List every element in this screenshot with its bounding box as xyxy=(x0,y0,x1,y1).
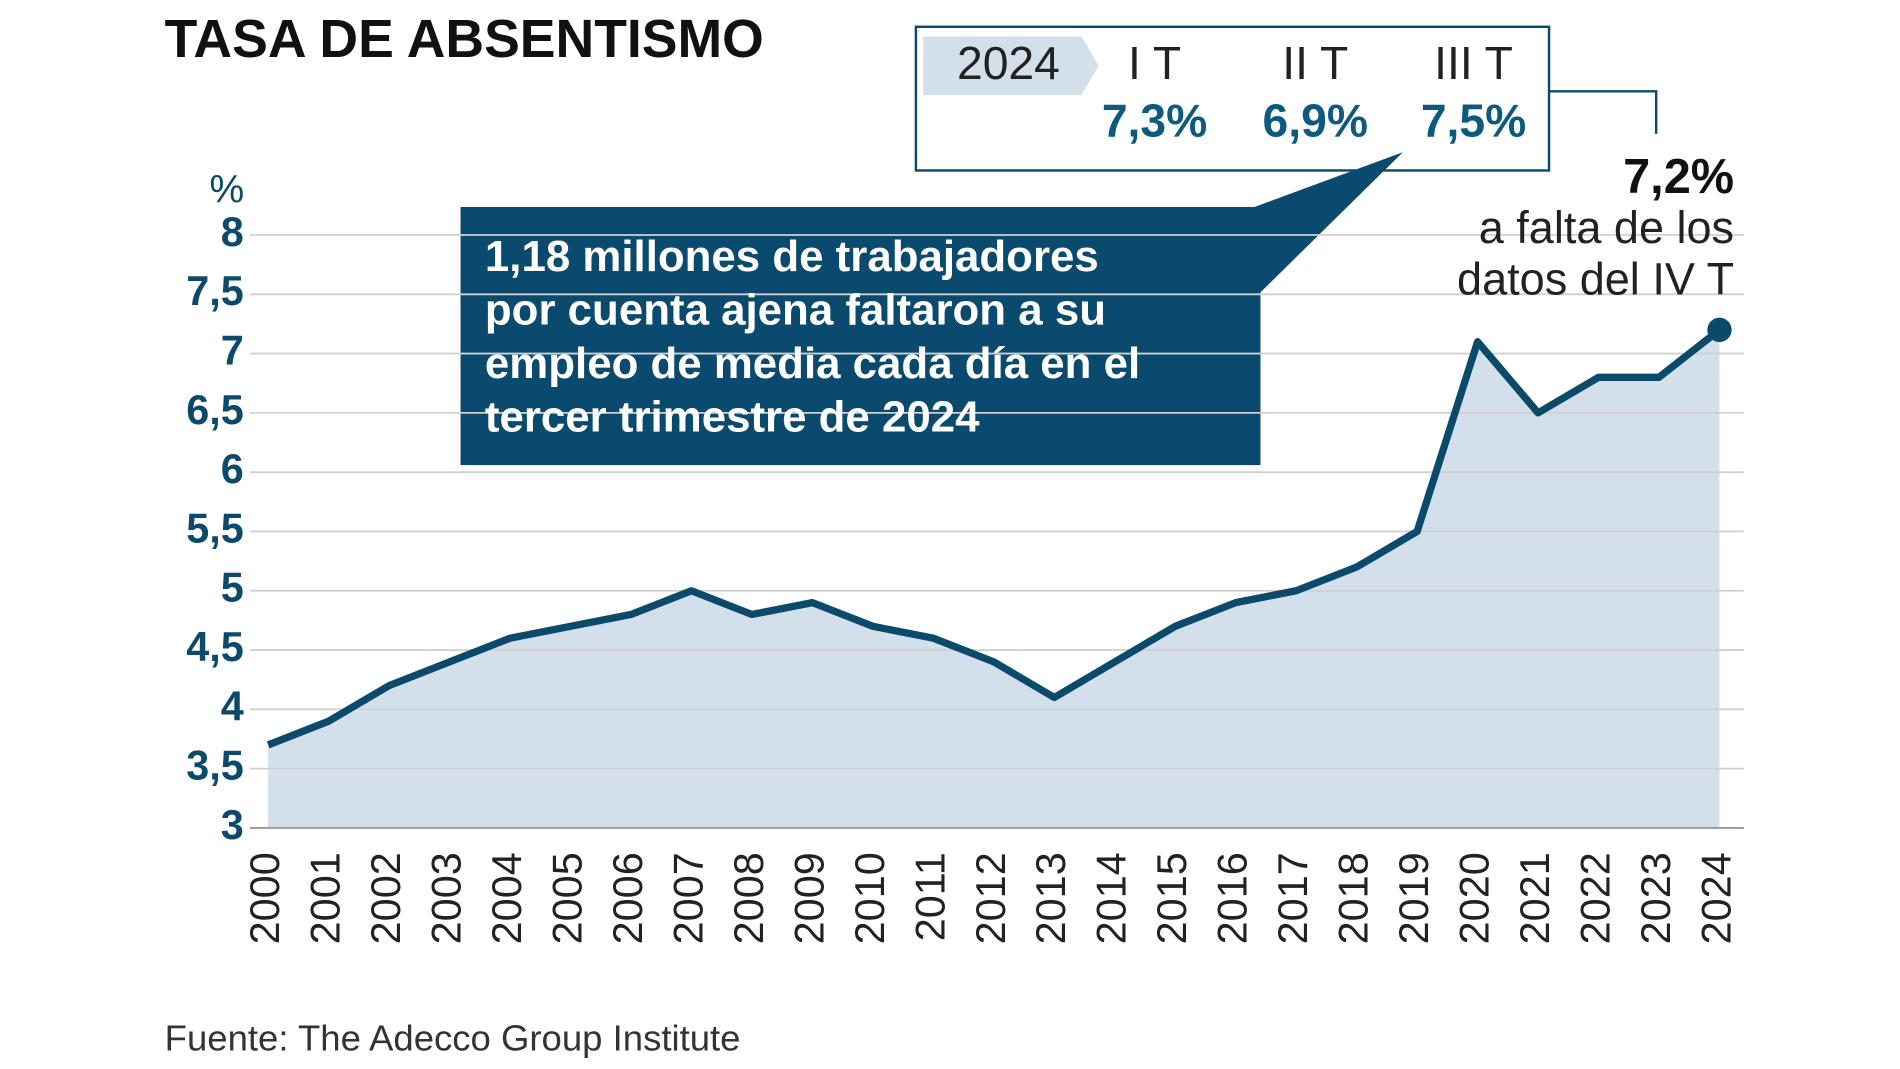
annotation-box xyxy=(460,206,1261,466)
x-tick-label: 2013 xyxy=(1028,852,1074,944)
y-tick-label: 5 xyxy=(221,565,244,611)
chart-title: TASA DE ABSENTISMO xyxy=(165,10,764,69)
x-tick-label: 2022 xyxy=(1572,852,1618,944)
x-tick-label: 2012 xyxy=(968,852,1014,944)
x-tick-label: 2024 xyxy=(1693,852,1739,944)
connector xyxy=(1549,90,1658,134)
x-tick-label: 2023 xyxy=(1633,852,1679,944)
note-line: a falta de los xyxy=(1479,202,1734,253)
quarter-year: 2024 xyxy=(957,37,1060,89)
x-tick-label: 2003 xyxy=(424,852,470,944)
source: Fuente: The Adecco Group Institute xyxy=(165,1018,741,1059)
x-tick-label: 2014 xyxy=(1089,852,1135,944)
annotation-line: por cuenta ajena faltaron a su xyxy=(485,285,1106,334)
quarter-value: 6,9% xyxy=(1263,94,1368,146)
y-unit: % xyxy=(209,169,244,212)
value-label: 7,2% xyxy=(1623,150,1734,204)
annotation-line: 1,18 millones de trabajadores xyxy=(485,232,1099,281)
y-tick-label: 6,5 xyxy=(186,387,244,433)
x-tick-label: 2019 xyxy=(1391,852,1437,944)
x-tick-label: 2004 xyxy=(484,852,530,944)
y-tick-label: 8 xyxy=(221,209,244,255)
annotation-line: empleo de media cada día en el xyxy=(485,339,1140,388)
year-tag xyxy=(923,36,1099,95)
quarter-label: III T xyxy=(1434,37,1513,89)
x-tick-label: 2011 xyxy=(907,852,953,941)
y-tick-label: 7 xyxy=(221,328,244,374)
x-tick-label: 2016 xyxy=(1210,852,1256,944)
x-tick-label: 2020 xyxy=(1452,852,1498,944)
x-tick-label: 2018 xyxy=(1331,852,1377,944)
x-tick-label: 2007 xyxy=(665,852,711,944)
quarter-value: 7,3% xyxy=(1102,94,1207,146)
x-tick-label: 2009 xyxy=(786,852,832,944)
x-tick-label: 2005 xyxy=(544,852,590,944)
y-tick-label: 7,5 xyxy=(186,268,244,314)
x-tick-label: 2006 xyxy=(605,852,651,944)
y-tick-label: 5,5 xyxy=(186,505,244,551)
x-tick-label: 2021 xyxy=(1512,852,1558,944)
y-tick-label: 3,5 xyxy=(186,743,244,789)
annotation-line: tercer trimestre de 2024 xyxy=(485,393,980,442)
line xyxy=(266,326,1722,749)
y-tick-label: 4,5 xyxy=(186,624,244,670)
end-point xyxy=(1707,317,1732,343)
x-tick-label: 2017 xyxy=(1270,852,1316,944)
x-tick-label: 2008 xyxy=(726,852,772,944)
y-tick-label: 4 xyxy=(221,683,244,729)
quarter-label: II T xyxy=(1282,37,1348,89)
area-fill xyxy=(268,329,1720,828)
x-tick-label: 2001 xyxy=(303,852,349,944)
x-tick-label: 2000 xyxy=(242,852,288,944)
x-tick-label: 2010 xyxy=(847,852,893,944)
callout-pointer xyxy=(1254,152,1403,299)
x-tick-label: 2002 xyxy=(363,852,409,944)
note-line: datos del IV T xyxy=(1457,253,1734,304)
quarter-value: 7,5% xyxy=(1421,94,1526,146)
y-tick-label: 6 xyxy=(221,446,244,492)
y-tick-label: 3 xyxy=(221,802,244,848)
quarter-label: I T xyxy=(1128,37,1181,89)
x-tick-label: 2015 xyxy=(1149,852,1195,944)
